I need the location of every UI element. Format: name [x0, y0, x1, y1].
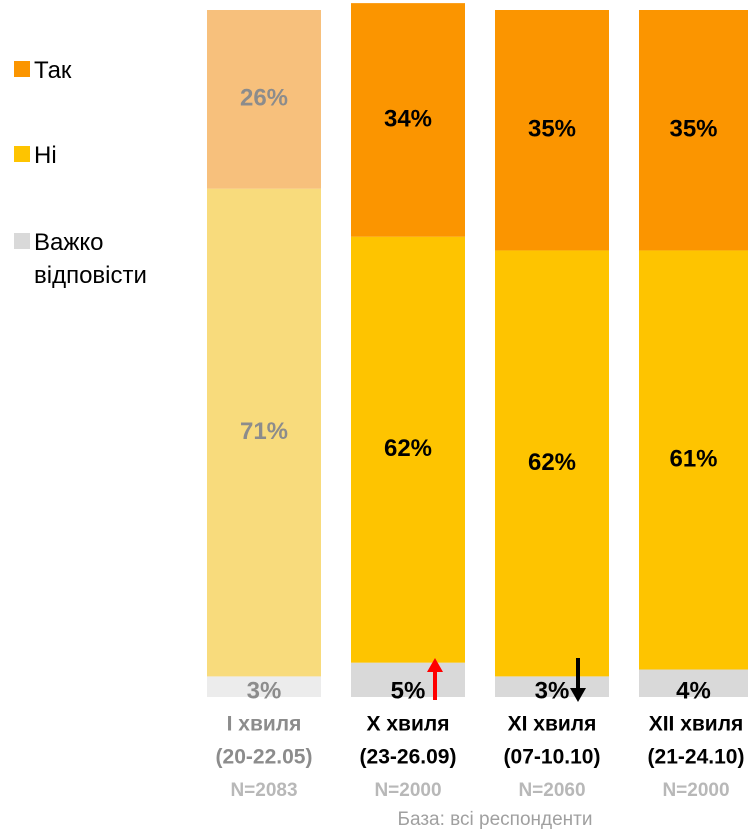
value-label: 3%	[535, 677, 570, 704]
legend-swatch	[14, 61, 30, 77]
legend-label: Ні	[34, 142, 57, 169]
x-tick-sample: N=2060	[518, 780, 585, 801]
x-tick-label: X хвиля	[367, 713, 450, 736]
bar-segment	[207, 10, 321, 189]
legend-swatch	[14, 233, 30, 249]
x-tick-sample: N=2083	[230, 780, 297, 801]
legend-swatch	[14, 146, 30, 162]
x-tick-period: (07-10.10)	[504, 746, 601, 769]
x-tick-label: XI хвиля	[508, 713, 597, 736]
bar-segment	[495, 250, 609, 677]
value-label: 62%	[528, 449, 576, 476]
value-label: 62%	[384, 435, 432, 462]
value-label: 71%	[240, 418, 288, 445]
x-tick-label: I хвиля	[227, 713, 302, 736]
value-label: 35%	[669, 116, 717, 143]
value-label: 3%	[247, 677, 282, 704]
value-label: 5%	[391, 677, 426, 704]
x-tick-label: XII хвиля	[649, 713, 744, 736]
legend-item: Так	[14, 54, 194, 87]
value-label: 61%	[669, 445, 717, 472]
bar-segment	[639, 10, 748, 251]
legend-item: Ні	[14, 139, 194, 172]
bar-segment	[207, 188, 321, 677]
value-label: 34%	[384, 105, 432, 132]
x-tick-period: (20-22.05)	[216, 746, 313, 769]
x-tick-sample: N=2000	[662, 780, 729, 801]
bar-segment	[639, 250, 748, 670]
x-tick-period: (23-26.09)	[360, 746, 457, 769]
bar-segment	[351, 236, 465, 663]
value-label: 35%	[528, 116, 576, 143]
x-tick-period: (21-24.10)	[648, 746, 745, 769]
bar-segment	[495, 10, 609, 251]
footnote: База: всі респонденти	[398, 809, 593, 830]
bar-segment	[351, 662, 465, 697]
legend-label: Так	[34, 57, 72, 84]
bar-segment	[639, 669, 748, 697]
value-label: 4%	[676, 677, 711, 704]
legend-item: Важко відповісти	[14, 226, 194, 292]
bar-segment	[351, 3, 465, 237]
arrow-up-head	[427, 658, 443, 672]
arrow-down-head	[570, 688, 586, 702]
value-label: 26%	[240, 85, 288, 112]
x-tick-sample: N=2000	[374, 780, 441, 801]
legend-label: Важко відповісти	[34, 229, 147, 289]
bar-segment	[207, 676, 321, 697]
